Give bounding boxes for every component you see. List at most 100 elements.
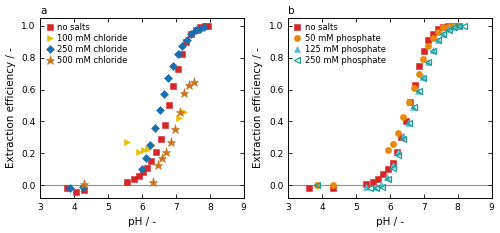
- Line: no salts: no salts: [64, 23, 211, 195]
- 125 mM phosphate: [400, 134, 406, 137]
- X-axis label: pH / -: pH / -: [128, 217, 156, 227]
- 500 mM chloride: [150, 181, 156, 183]
- no salts: [166, 104, 172, 107]
- no salts: [170, 85, 176, 88]
- no salts: [421, 50, 427, 53]
- 50 mM phosphate: [410, 86, 416, 89]
- 125 mM phosphate: [394, 150, 400, 153]
- 250 mM chloride: [188, 32, 194, 35]
- 50 mM phosphate: [400, 115, 406, 118]
- 125 mM phosphate: [410, 106, 416, 109]
- 50 mM phosphate: [396, 131, 402, 134]
- 100 mM chloride: [176, 117, 182, 120]
- 100 mM chloride: [182, 110, 188, 113]
- no salts: [179, 53, 185, 56]
- no salts: [202, 24, 207, 27]
- Line: no salts: no salts: [306, 23, 461, 192]
- no salts: [124, 181, 130, 183]
- 250 mM phosphate: [400, 138, 406, 140]
- 500 mM chloride: [168, 141, 174, 144]
- 50 mM phosphate: [430, 37, 436, 40]
- 100 mM chloride: [149, 144, 155, 147]
- 250 mM chloride: [166, 77, 172, 80]
- 250 mM chloride: [170, 64, 176, 67]
- 125 mM phosphate: [435, 39, 441, 41]
- 250 mM phosphate: [462, 24, 468, 27]
- Line: 50 mM phosphate: 50 mM phosphate: [314, 23, 462, 188]
- 125 mM phosphate: [440, 32, 446, 35]
- 250 mM chloride: [148, 144, 154, 147]
- 50 mM phosphate: [390, 142, 396, 145]
- X-axis label: pH / -: pH / -: [376, 217, 404, 227]
- no salts: [148, 160, 154, 163]
- 250 mM chloride: [184, 39, 190, 41]
- no salts: [435, 27, 441, 30]
- no salts: [136, 174, 141, 177]
- Line: 250 mM phosphate: 250 mM phosphate: [314, 23, 468, 192]
- 500 mM chloride: [182, 91, 188, 94]
- 100 mM chloride: [140, 149, 146, 151]
- 50 mM phosphate: [420, 58, 426, 61]
- no salts: [162, 123, 168, 126]
- 125 mM phosphate: [456, 24, 462, 27]
- 250 mM phosphate: [380, 185, 386, 188]
- 250 mM chloride: [156, 109, 162, 112]
- no salts: [140, 171, 145, 174]
- no salts: [398, 136, 404, 139]
- 250 mM phosphate: [420, 77, 426, 80]
- 250 mM chloride: [161, 93, 167, 96]
- 250 mM chloride: [174, 53, 180, 56]
- 250 mM phosphate: [314, 184, 320, 187]
- no salts: [82, 189, 87, 192]
- 500 mM chloride: [190, 80, 196, 83]
- 250 mM chloride: [143, 157, 149, 160]
- no salts: [412, 83, 418, 86]
- no salts: [370, 181, 376, 183]
- 250 mM chloride: [179, 45, 185, 48]
- 250 mM phosphate: [446, 29, 452, 32]
- 125 mM phosphate: [425, 61, 431, 64]
- 125 mM phosphate: [372, 185, 378, 188]
- no salts: [183, 40, 189, 43]
- 100 mM chloride: [136, 150, 142, 153]
- no salts: [425, 39, 431, 41]
- no salts: [440, 26, 446, 29]
- 250 mM phosphate: [450, 26, 456, 29]
- 50 mM phosphate: [450, 24, 456, 27]
- Y-axis label: Extraction efficiency / -: Extraction efficiency / -: [254, 48, 264, 168]
- Legend: no salts, 50 mM phosphate, 125 mM phosphate, 250 mM phosphate: no salts, 50 mM phosphate, 125 mM phosph…: [291, 20, 388, 68]
- no salts: [330, 187, 336, 190]
- 125 mM phosphate: [445, 27, 451, 30]
- 100 mM chloride: [145, 147, 151, 150]
- 250 mM phosphate: [366, 187, 372, 190]
- no salts: [192, 29, 198, 32]
- 50 mM phosphate: [435, 31, 441, 34]
- 125 mM phosphate: [362, 185, 368, 188]
- 250 mM phosphate: [456, 24, 462, 27]
- Line: 125 mM phosphate: 125 mM phosphate: [362, 23, 462, 190]
- 50 mM phosphate: [456, 24, 462, 27]
- 250 mM phosphate: [440, 32, 446, 35]
- no salts: [73, 190, 79, 193]
- 250 mM phosphate: [406, 122, 411, 124]
- no salts: [407, 101, 413, 104]
- 250 mM phosphate: [435, 39, 441, 41]
- 250 mM chloride: [67, 187, 73, 190]
- 250 mM phosphate: [396, 154, 402, 156]
- no salts: [430, 32, 436, 35]
- no salts: [130, 178, 136, 180]
- no salts: [188, 32, 194, 35]
- no salts: [375, 178, 381, 180]
- no salts: [64, 187, 70, 190]
- 250 mM chloride: [152, 127, 158, 129]
- 50 mM phosphate: [314, 184, 320, 187]
- no salts: [403, 120, 409, 123]
- 250 mM phosphate: [385, 178, 391, 180]
- 50 mM phosphate: [330, 184, 336, 187]
- 250 mM phosphate: [374, 187, 380, 190]
- 500 mM chloride: [80, 182, 86, 185]
- no salts: [454, 24, 460, 27]
- no salts: [362, 182, 368, 185]
- no salts: [385, 168, 391, 171]
- Line: 250 mM chloride: 250 mM chloride: [67, 24, 207, 192]
